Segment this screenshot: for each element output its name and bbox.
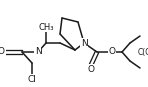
Text: Cl: Cl <box>28 74 36 84</box>
Text: N: N <box>35 48 41 56</box>
Text: C(CH₃)₃: C(CH₃)₃ <box>138 48 148 56</box>
Text: O: O <box>87 64 95 74</box>
Text: O: O <box>0 48 5 56</box>
Text: CH₃: CH₃ <box>38 23 54 31</box>
Text: O: O <box>108 48 115 56</box>
Text: N: N <box>81 39 87 48</box>
